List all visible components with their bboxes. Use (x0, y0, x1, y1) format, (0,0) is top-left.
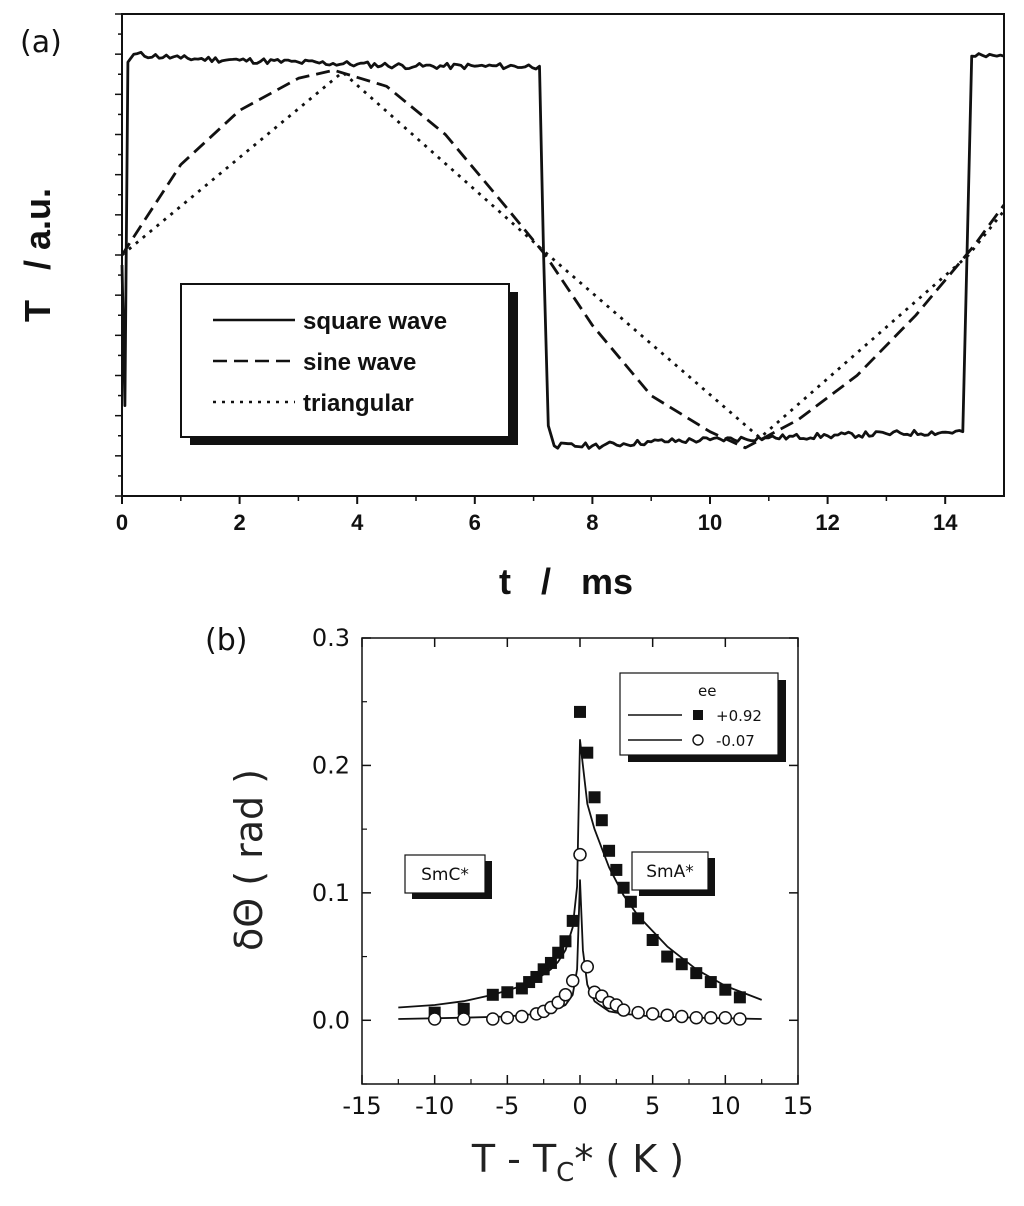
data-point-circle (689, 1010, 704, 1025)
panel-b-x-axis-title-tail: * ( K ) (574, 1137, 684, 1181)
legend-marker-filled-square (693, 710, 703, 720)
panel-a-series (120, 50, 1006, 450)
panel-b-y-tick-label: 0.3 (312, 624, 350, 652)
panel-a-label: (a) (20, 25, 62, 60)
data-point-square (559, 935, 572, 948)
sma-label-text: SmA* (646, 862, 693, 882)
data-point-circle (456, 1012, 471, 1026)
panel-b-y-ticks: 0.0 0.1 0.2 0.3 (312, 624, 798, 1085)
panel-a-x-tick-label: 4 (351, 510, 364, 535)
smc-label-box (404, 854, 486, 894)
data-point-square (552, 946, 565, 959)
legend-label-triangular: triangular (303, 390, 414, 417)
data-point-square (661, 950, 674, 963)
panel-b-x-tick-label: -10 (415, 1092, 454, 1120)
data-point-square (704, 976, 717, 989)
panel-b-x-tick-label: 5 (645, 1092, 660, 1120)
data-point-circle (674, 1009, 689, 1024)
data-point-square (501, 986, 514, 999)
panel-a-x-tick-label: 6 (469, 510, 481, 535)
data-point-circle (515, 1009, 529, 1024)
panel-b-legend: ee +0.92 -0.07 (619, 672, 786, 762)
panel-b-x-tick-label: -15 (342, 1092, 381, 1120)
panel-a-x-tick-label: 8 (586, 510, 598, 535)
data-point-circle (580, 960, 595, 974)
data-point-circle (718, 1010, 733, 1025)
panel-a-x-tick-label: 0 (116, 510, 128, 535)
legend-marker-open-circle (692, 734, 704, 746)
data-point-square (603, 844, 616, 857)
legend-label-sine-wave: sine wave (303, 349, 416, 376)
data-point-square (574, 705, 586, 718)
panel-a-x-tick-label: 2 (233, 510, 245, 535)
panel-b-x-tick-label: 0 (572, 1092, 587, 1120)
data-point-square (457, 1002, 470, 1015)
smc-label-text: SmC* (421, 865, 469, 885)
panel-a-y-ticks (115, 13, 122, 497)
panel-b-x-tick-label: 15 (783, 1092, 814, 1120)
panel-b-label: (b) (205, 623, 247, 658)
legend-label-007: -0.07 (716, 732, 755, 750)
panel-b-y-tick-label: 0.1 (312, 879, 350, 907)
panel-b-x-axis-title-subscript: C (556, 1158, 574, 1188)
data-point-square (610, 863, 623, 876)
data-point-circle (704, 1010, 718, 1025)
data-point-circle (486, 1012, 500, 1026)
data-point-square (624, 895, 637, 908)
data-point-circle (660, 1008, 674, 1022)
panel-a-series-line-sine-wave (120, 68, 1006, 450)
panel-b-fit-curve (398, 879, 762, 1020)
panel-a-x-tick-label: 12 (815, 510, 839, 535)
data-point-circle (427, 1012, 442, 1026)
panel-a-x-axis-title: t / ms (499, 561, 633, 602)
panel-b-legend-title: ee (698, 682, 716, 700)
data-point-square (632, 912, 645, 925)
panel-b: (b) -15 -10 -5 0 5 10 15 0.0 0.1 0.2 0.3 T - TC* … (205, 623, 813, 1188)
panel-a-legend: square wave sine wave triangular (180, 283, 518, 445)
panel-b-x-ticks: -15 -10 -5 0 5 10 15 (342, 638, 813, 1120)
data-point-square (581, 746, 594, 759)
panel-b-smc-label: SmC* (404, 854, 492, 899)
data-point-square (544, 956, 557, 969)
data-point-square (690, 967, 703, 980)
panel-a-series-line-square-wave (120, 50, 1005, 450)
data-point-square (566, 914, 579, 927)
data-point-circle (558, 988, 573, 1002)
panel-a-y-axis-title: T / a.u. (17, 188, 58, 322)
panel-a-x-ticks: 0 2 4 6 8 10 12 14 (116, 496, 958, 535)
data-point-square (617, 881, 630, 894)
sma-label-box (631, 851, 709, 891)
data-point-circle (645, 1007, 660, 1021)
data-point-square (588, 791, 601, 804)
data-point-square (595, 814, 608, 827)
panel-b-y-tick-label: 0.2 (312, 751, 350, 779)
data-point-square (486, 988, 499, 1001)
panel-b-y-axis-title: δΘ ( rad ) (227, 769, 271, 951)
legend-label-092: +0.92 (716, 707, 762, 725)
data-point-circle (565, 974, 580, 988)
panel-b-points (427, 705, 747, 1026)
panel-b-x-tick-label: -5 (495, 1092, 519, 1120)
panel-a-x-tick-label: 14 (933, 510, 958, 535)
panel-b-x-axis-title: T - TC* ( K ) (471, 1137, 684, 1188)
data-point-square (719, 983, 732, 996)
panel-b-y-tick-label: 0.0 (312, 1006, 350, 1034)
data-point-circle (733, 1012, 747, 1026)
panel-a-x-tick-label: 10 (698, 510, 722, 535)
panel-b-sma-label: SmA* (631, 851, 715, 896)
panel-a: (a) 0 2 4 6 8 10 12 14 t / ms T / a.u. square w… (17, 13, 1006, 602)
data-point-square (733, 991, 746, 1004)
data-point-circle (616, 1003, 631, 1017)
data-point-circle (500, 1010, 515, 1025)
data-point-circle (631, 1005, 645, 1020)
data-point-square (646, 934, 659, 947)
panel-b-x-axis-title-main: T - T (471, 1137, 557, 1181)
panel-b-x-tick-label: 10 (710, 1092, 741, 1120)
legend-label-square-wave: square wave (303, 308, 447, 335)
data-point-circle (573, 847, 587, 862)
data-point-square (675, 958, 688, 971)
